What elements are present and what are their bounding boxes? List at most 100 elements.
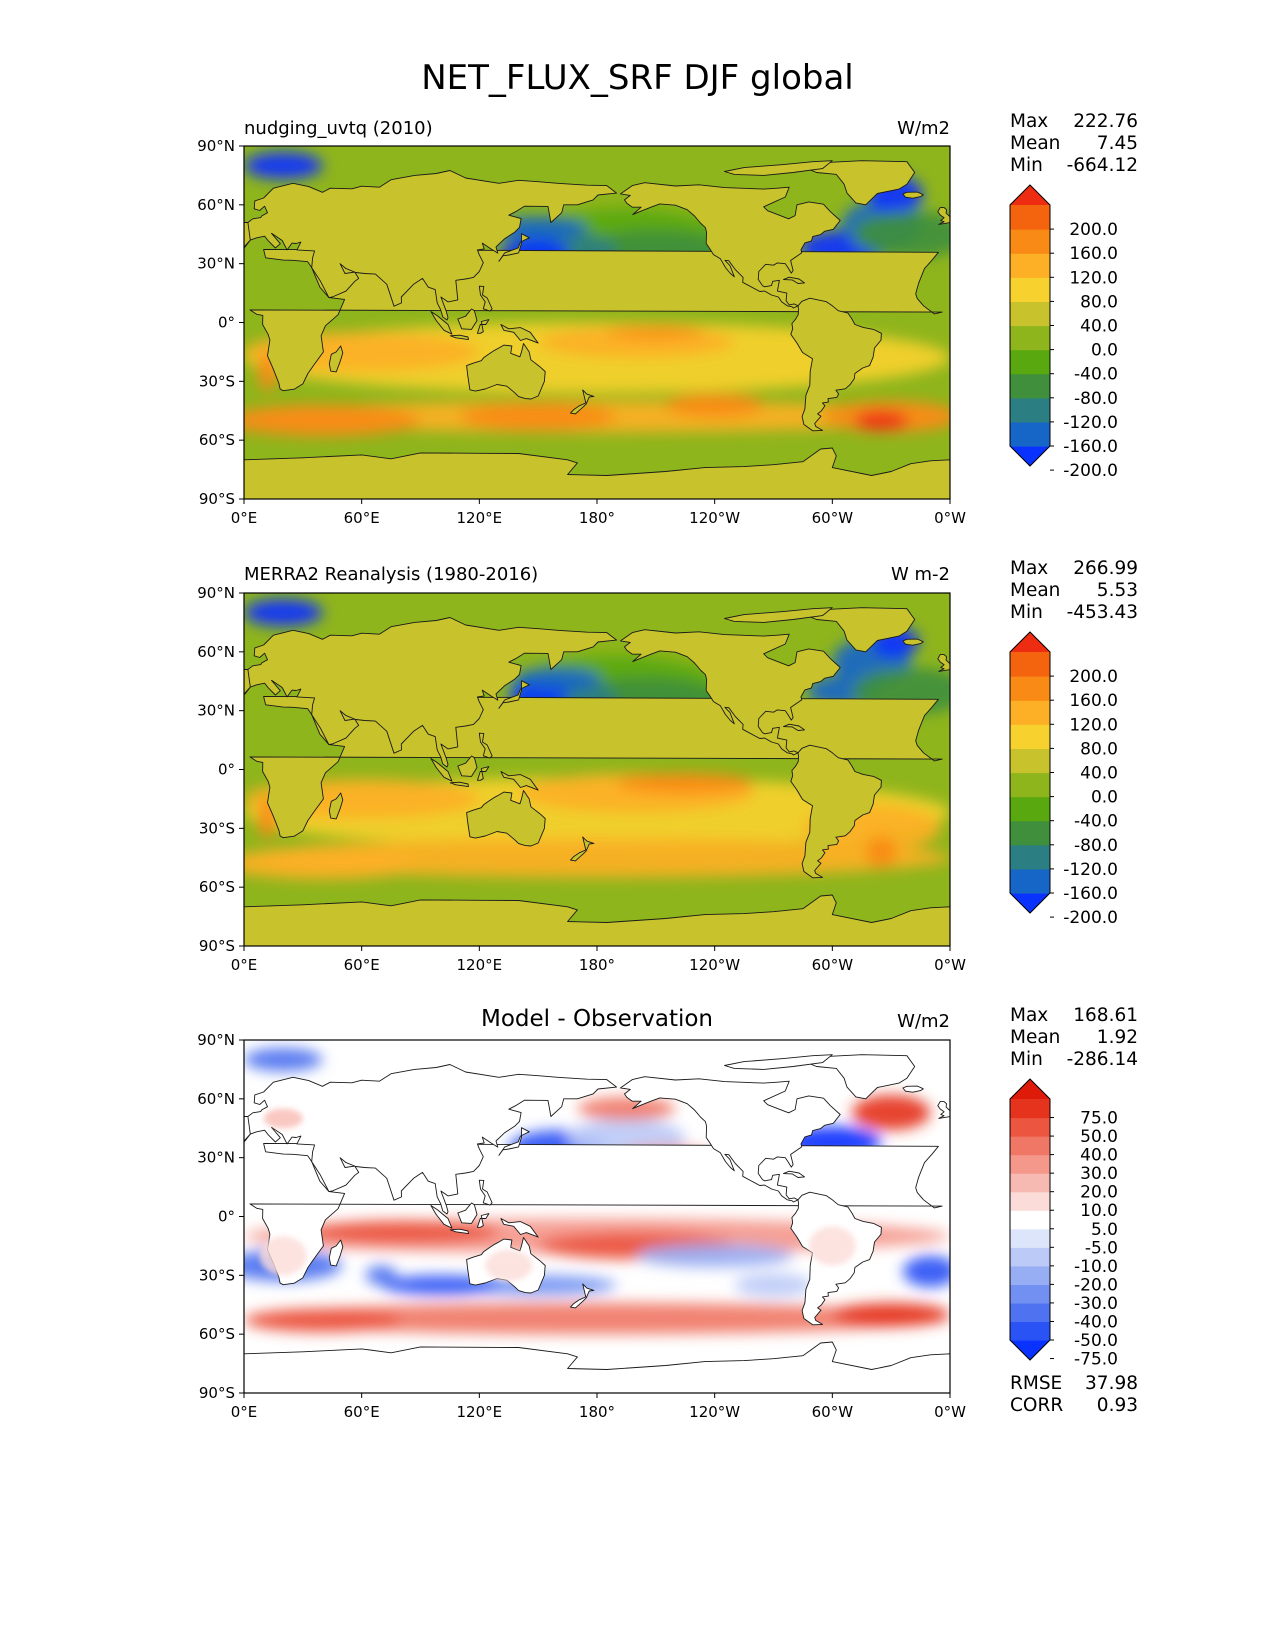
stat-min-value: -286.14 xyxy=(1066,1049,1138,1070)
stat-mean-value: 7.45 xyxy=(1096,133,1138,154)
x-tick-label: 60°E xyxy=(344,1403,380,1421)
colorbar-label: 200.0 xyxy=(1069,667,1118,687)
field-region xyxy=(244,598,323,627)
colorbar-segment xyxy=(1010,1136,1050,1156)
land-diff-patch xyxy=(808,1226,856,1266)
colorbar-diff: 75.050.040.030.020.010.05.0-5.0-10.0-20.… xyxy=(1009,1078,1118,1370)
land-diff-patches xyxy=(259,1108,856,1282)
coastline-iceland xyxy=(902,638,924,646)
y-tick-label: 0° xyxy=(218,1208,235,1226)
colorbar-label: 5.0 xyxy=(1091,1220,1118,1240)
coastline-australia xyxy=(466,343,546,400)
colorbar-segment xyxy=(1010,1321,1050,1341)
colorbar-label: -75.0 xyxy=(1074,1350,1118,1370)
coastline-nz xyxy=(570,389,595,415)
colorbar-label: 120.0 xyxy=(1069,268,1118,288)
field-blobs xyxy=(244,1047,950,1335)
coastline-uk xyxy=(937,207,950,225)
coastline-arcticNA xyxy=(724,1054,833,1070)
colorbar-segment xyxy=(1010,748,1050,774)
colorbar-label: -40.0 xyxy=(1074,812,1118,832)
coastline-samerica xyxy=(790,744,882,879)
coastline-iceland xyxy=(902,191,924,199)
colorbar-extend-max xyxy=(1010,1079,1050,1099)
field-blobs xyxy=(244,151,950,437)
coastline-philippines xyxy=(478,1179,493,1206)
coastline-africa xyxy=(249,1142,943,1286)
colorbar-outline xyxy=(1009,1078,1051,1361)
colorbar-label: 80.0 xyxy=(1080,739,1118,759)
stat-mean-label: Mean xyxy=(1010,1027,1061,1048)
colorbar-label: 0.0 xyxy=(1091,341,1118,361)
coastline-eurasiaWest xyxy=(244,1116,251,1142)
x-tick-label: 120°E xyxy=(457,956,503,974)
field-region xyxy=(244,1047,323,1072)
map-field-diff xyxy=(244,1040,950,1393)
panel-1-units: W/m2 xyxy=(897,118,950,139)
land-diff-patch xyxy=(485,1249,533,1282)
field-region xyxy=(302,1220,499,1244)
x-tick-label: 120°W xyxy=(689,1403,740,1421)
coastline-africa xyxy=(249,248,943,392)
field-region xyxy=(244,1302,950,1335)
colorbar-label: 200.0 xyxy=(1069,220,1118,240)
colorbar-segment xyxy=(1010,1284,1050,1304)
land-diff-patch xyxy=(259,1236,307,1276)
y-tick-label: 30°N xyxy=(197,255,235,273)
field-region xyxy=(244,1308,401,1333)
coastline-java xyxy=(449,334,469,341)
field-region xyxy=(606,326,705,339)
coastline-eurasia xyxy=(244,617,618,768)
colorbar-label: -20.0 xyxy=(1074,1275,1118,1295)
panel-2-title: MERRA2 Reanalysis (1980-2016) xyxy=(244,564,539,585)
colorbar-segment xyxy=(1010,796,1050,822)
colorbar-obs: 200.0 160.0 120.0 80.0 40.0 0.0 -40.0 -80.0 -120… xyxy=(1009,631,1118,928)
colorbar-model: 200.0 160.0 120.0 80.0 40.0 0.0 -40.0 -80.0 -120… xyxy=(1009,184,1118,481)
x-tick-label: 0°E xyxy=(231,509,258,527)
colorbar-label: -160.0 xyxy=(1063,437,1118,457)
x-tick-label: 0°E xyxy=(231,1403,258,1421)
coastline-cuba xyxy=(783,723,805,731)
coastline-java xyxy=(449,1228,469,1235)
panel-3-units: W/m2 xyxy=(897,1011,950,1032)
colorbar-label: -200.0 xyxy=(1063,908,1118,928)
field-region xyxy=(853,410,909,431)
coastline-arcticNA xyxy=(724,607,833,623)
panel-3-metrics: RMSE 37.98 CORR 0.93 xyxy=(1010,1373,1138,1417)
colorbar-label: 20.0 xyxy=(1080,1183,1118,1203)
x-tick-label: 0°W xyxy=(934,1403,966,1421)
field-region xyxy=(851,1094,931,1131)
colorbar-segment xyxy=(1010,868,1050,894)
x-tick-label: 180° xyxy=(579,509,615,527)
stat-mean-value: 1.92 xyxy=(1096,1027,1138,1048)
field-region xyxy=(865,836,898,868)
colorbar-segment xyxy=(1010,1191,1050,1211)
colorbar-label: 40.0 xyxy=(1080,317,1118,337)
coastline-greenland xyxy=(806,1054,916,1100)
x-tick-label: 60°W xyxy=(812,509,854,527)
corr-value: 0.93 xyxy=(1096,1395,1138,1416)
colorbar-extend-min xyxy=(1010,1340,1050,1360)
coastline-japan xyxy=(498,1127,530,1156)
coastline-borneo xyxy=(457,755,478,777)
colorbar-segment xyxy=(1010,652,1050,677)
colorbar-label: 80.0 xyxy=(1080,292,1118,312)
y-tick-label: 90°N xyxy=(197,584,235,602)
rmse-value: 37.98 xyxy=(1085,1373,1138,1394)
colorbar-outline xyxy=(1009,631,1051,914)
field-region xyxy=(832,1302,950,1327)
colorbar-label: -80.0 xyxy=(1074,836,1118,856)
colorbar-label: 160.0 xyxy=(1069,691,1118,711)
rmse-label: RMSE xyxy=(1010,1373,1063,1394)
colorbar-extend-max xyxy=(1010,632,1050,652)
coastline-namerica xyxy=(620,629,841,756)
field-region xyxy=(665,393,764,417)
y-tick-label: 0° xyxy=(218,761,235,779)
coastline-eurasiaWest xyxy=(244,222,251,248)
stat-max-value: 222.76 xyxy=(1073,111,1138,132)
colorbar-label: -10.0 xyxy=(1074,1257,1118,1277)
coastline-philippines xyxy=(478,732,493,759)
colorbar-label: 50.0 xyxy=(1080,1127,1118,1147)
map-panel-obs: 0°E 60°E 120°E 180° 120°W 60°W 0°W 90°N 60°N 30°N… xyxy=(197,584,966,974)
coastline-borneo xyxy=(457,1202,478,1224)
